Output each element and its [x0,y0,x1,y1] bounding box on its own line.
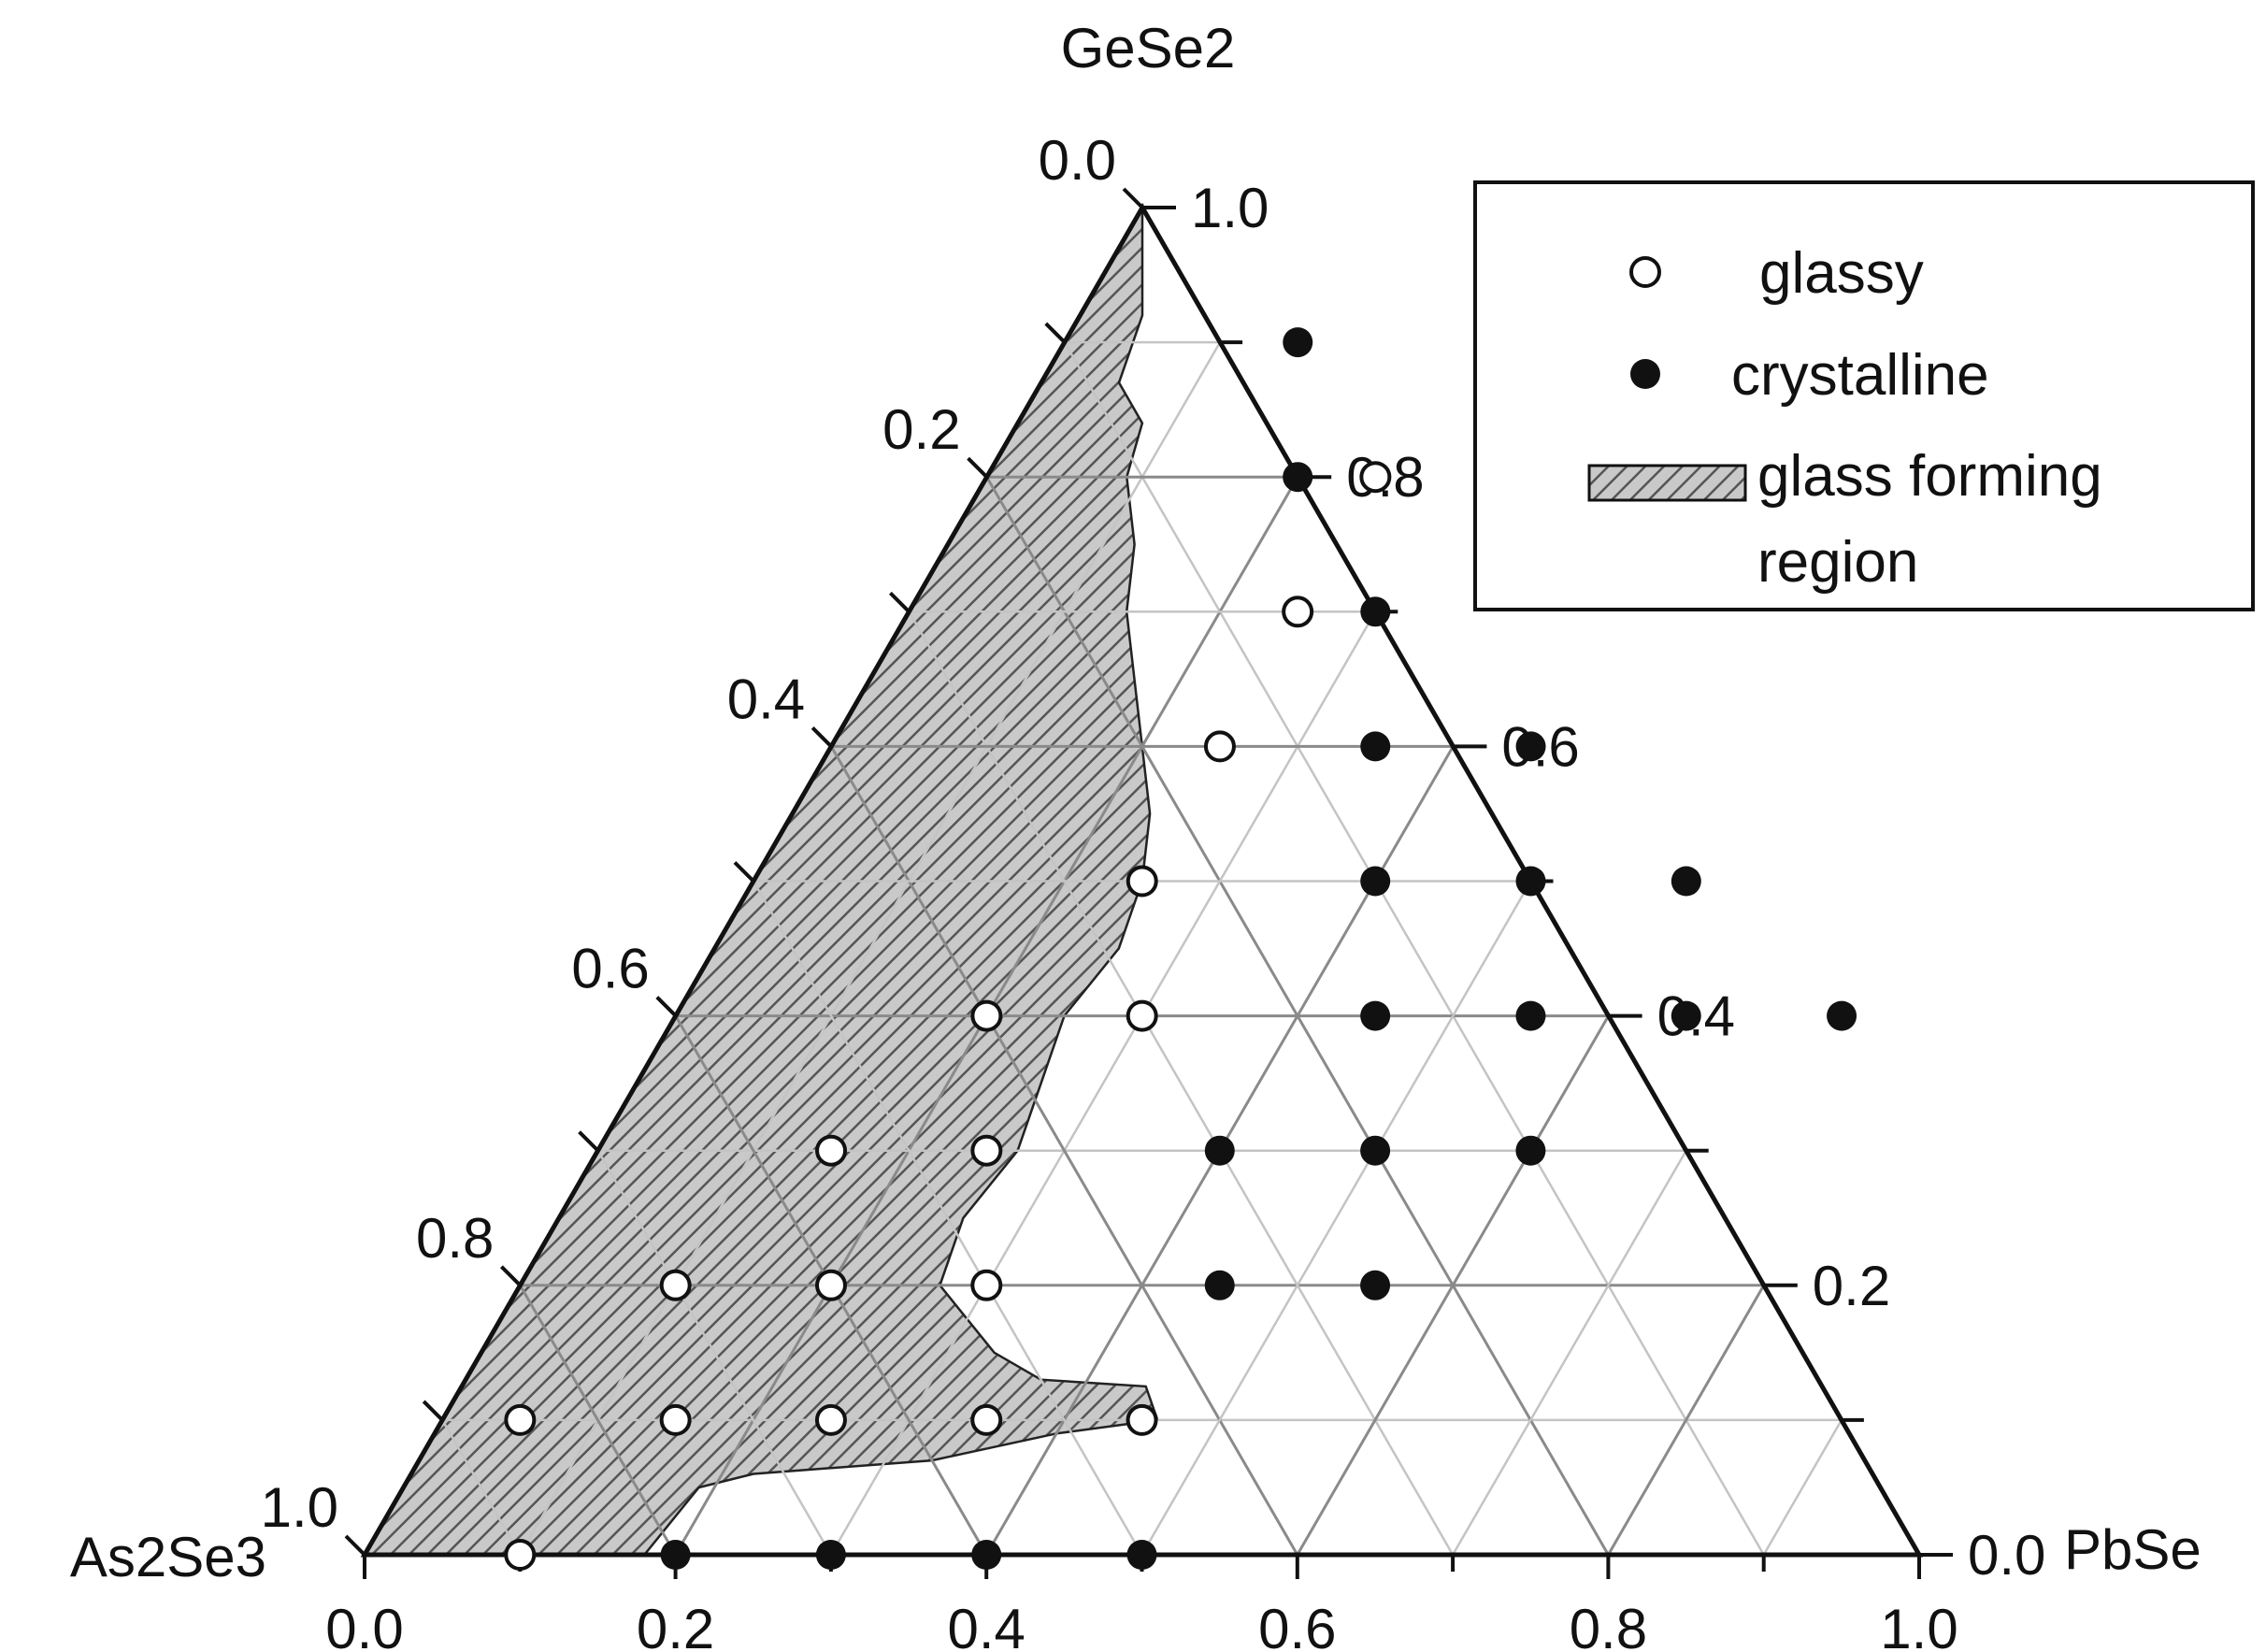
point-crystalline-12 [1827,1000,1857,1031]
point-glassy-8 [970,1269,1003,1301]
grid-line-as2se3-7 [596,1150,832,1556]
tick-label-left-8: 0.8 [416,1207,494,1270]
tick-label-bottom-0: 0.0 [325,1598,403,1652]
tick-left-4 [810,725,833,748]
grid-line-as2se3-5 [752,880,1143,1556]
point-crystalline-4 [1204,1270,1235,1300]
tick-label-right-10: 1.0 [1191,177,1269,239]
tick-left-3 [888,591,911,613]
point-crystalline-18 [1360,596,1391,627]
tick-label-bottom-10: 1.0 [1880,1598,1958,1652]
point-glassy-10 [970,1134,1003,1167]
point-crystalline-11 [1671,1000,1701,1031]
point-crystalline-13 [1360,866,1391,897]
tick-label-bottom-8: 0.8 [1570,1598,1647,1652]
tick-left-0 [1122,187,1144,209]
tick-label-left-0: 0.0 [1039,129,1116,192]
tick-label-right-2: 0.2 [1813,1255,1890,1317]
legend-glassy-marker [1629,256,1661,288]
grid-line-pbse-3 [829,611,1377,1556]
tick-label-left-2: 0.2 [882,398,960,461]
point-crystalline-2 [971,1540,1002,1570]
point-glassy-11 [970,999,1003,1032]
point-crystalline-7 [1360,1135,1391,1166]
grid-line-pbse-9 [1762,1419,1843,1556]
point-glassy-12 [1126,999,1158,1032]
tick-marks: 0.00.00.00.20.20.20.40.40.40.60.60.60.80… [261,129,2046,1652]
point-glassy-15 [1282,596,1314,628]
legend-region-label-line1: glass forming [1757,444,2102,509]
grid-line-as2se3-9 [441,1419,522,1556]
grid-line-pbse-5 [1140,880,1532,1556]
tick-left-10 [344,1534,366,1557]
point-crystalline-1 [815,1540,846,1570]
tick-left-9 [422,1400,444,1422]
tick-label-left-10: 1.0 [261,1476,338,1539]
point-crystalline-8 [1515,1135,1546,1166]
apex-label-top: GeSe2 [1061,17,1236,79]
legend-glassy-label: glassy [1759,241,1924,306]
point-crystalline-15 [1671,866,1701,897]
point-glassy-1 [504,1403,537,1436]
tick-left-7 [578,1130,600,1153]
point-crystalline-0 [660,1540,691,1570]
grid-line-as2se3-8 [519,1285,677,1556]
point-glassy-6 [659,1269,692,1301]
tick-label-left-6: 0.6 [571,938,649,1000]
point-glassy-5 [1126,1403,1158,1436]
point-glassy-2 [659,1403,692,1436]
tick-label-bottom-2: 0.2 [637,1598,714,1652]
point-glassy-13 [1126,865,1158,898]
legend-region-label-line2: region [1757,530,1918,595]
apex-label-right: PbSe [2064,1518,2201,1581]
tick-left-1 [1044,322,1067,344]
legend-box [1473,180,2255,611]
point-crystalline-16 [1360,731,1391,762]
tick-label-left-4: 0.4 [727,668,805,730]
grid-line-pbse-7 [1452,1150,1687,1556]
point-glassy-9 [815,1134,848,1167]
grid-lines [441,340,1843,1556]
legend-hatched-marker [1587,464,1747,502]
point-glassy-7 [815,1269,847,1301]
legend-crystalline-label: crystalline [1731,343,1989,408]
point-crystalline-5 [1360,1270,1391,1300]
tick-label-right-0: 0.0 [1968,1524,2045,1587]
point-glassy-14 [1203,730,1236,763]
point-glassy-0 [504,1539,537,1571]
grid-line-as2se3-1 [1063,341,1765,1556]
tick-left-8 [499,1265,522,1287]
tick-left-2 [967,456,989,479]
grid-line-pbse-6 [1296,1014,1610,1556]
apex-label-left: As2Se3 [70,1526,266,1588]
grid-line-as2se3-3 [908,611,1455,1556]
point-glassy-16 [1359,461,1392,494]
legend-crystalline-marker [1630,359,1660,389]
grid-line-pbse-1 [519,341,1222,1556]
point-crystalline-20 [1283,327,1313,358]
point-crystalline-10 [1515,1000,1546,1031]
data-points [504,327,1857,1571]
point-crystalline-19 [1283,462,1313,493]
point-crystalline-3 [1126,1540,1157,1570]
point-crystalline-9 [1360,1000,1391,1031]
point-crystalline-6 [1204,1135,1235,1166]
grid-line-pbse-8 [1607,1285,1766,1556]
tick-label-bottom-4: 0.4 [947,1598,1025,1652]
tick-label-bottom-6: 0.6 [1258,1598,1336,1652]
point-glassy-4 [970,1403,1003,1436]
point-glassy-3 [814,1403,847,1436]
legend: glassy crystalline glass forming region [1473,180,2255,611]
point-crystalline-14 [1515,866,1546,897]
tick-left-6 [655,996,678,1018]
point-crystalline-17 [1515,731,1546,762]
tick-left-5 [733,861,755,883]
